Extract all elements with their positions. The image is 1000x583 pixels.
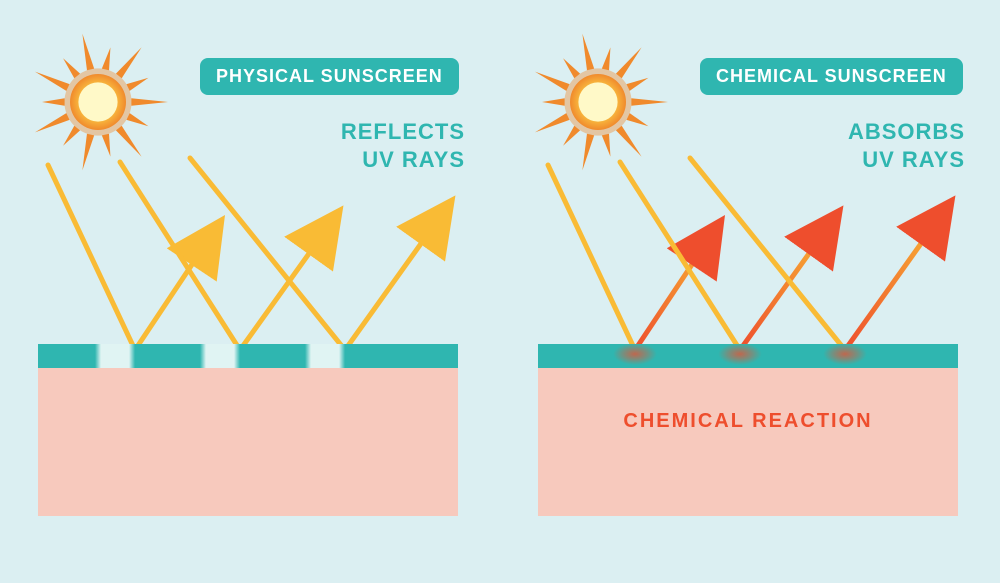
reaction-glow bbox=[823, 343, 867, 365]
sunscreen-gap bbox=[95, 344, 135, 368]
chemical-skin-block: CHEMICAL REACTION bbox=[538, 368, 958, 516]
physical-skin-block bbox=[38, 368, 458, 516]
sunscreen-gap bbox=[200, 344, 240, 368]
chemical-panel: CHEMICAL SUNSCREEN ABSORBS UV RAYS CHEMI… bbox=[500, 0, 1000, 583]
reaction-glow bbox=[718, 343, 762, 365]
chemical-reaction-label: CHEMICAL REACTION bbox=[538, 410, 958, 433]
physical-sunscreen-layer bbox=[38, 344, 458, 368]
physical-panel: PHYSICAL SUNSCREEN REFLECTS UV RAYS bbox=[0, 0, 500, 583]
diagram-canvas: PHYSICAL SUNSCREEN REFLECTS UV RAYS bbox=[0, 0, 1000, 583]
chemical-sunscreen-layer bbox=[538, 344, 958, 368]
reaction-glow bbox=[613, 343, 657, 365]
chemical-reaction-text: CHEMICAL REACTION bbox=[623, 410, 872, 432]
sunscreen-gap bbox=[305, 344, 345, 368]
